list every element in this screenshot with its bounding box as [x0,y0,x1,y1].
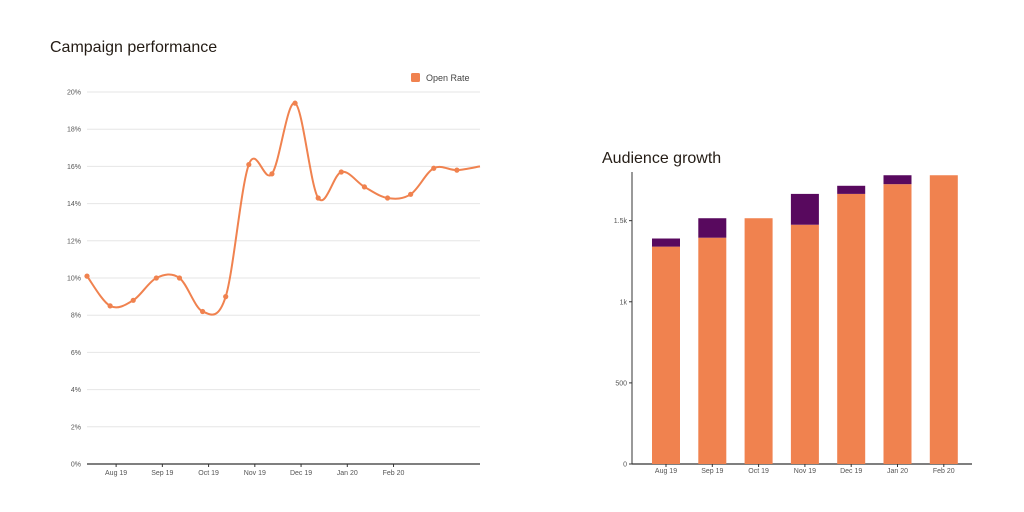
audience-growth-title: Audience growth [602,150,722,167]
x-tick-label: Nov 19 [794,468,816,475]
x-tick-label: Jan 20 [337,470,358,477]
x-tick-label: Dec 19 [290,470,312,477]
bar-base-segment [837,193,866,464]
data-point [246,161,252,168]
bar-base-segment [698,237,727,464]
data-point [84,273,90,279]
bar-base-segment [652,246,680,464]
x-tick-label: Oct 19 [748,468,769,475]
legend-swatch-open-rate [411,73,420,82]
x-tick-label: Feb 20 [383,470,405,477]
bar-top-segment [698,218,727,238]
open-rate-line [86,102,481,316]
data-point [454,167,460,173]
bar-base-segment [883,184,912,464]
x-tick-label: Aug 19 [655,468,677,475]
y-tick-label: 16% [67,164,81,171]
y-tick-label: 4% [71,387,81,394]
y-tick-label: 20% [67,90,81,97]
x-tick-label: Oct 19 [198,470,219,477]
data-point [292,100,298,106]
data-point [269,171,275,177]
data-point [431,165,437,171]
bar-top-segment [652,238,680,247]
x-tick-label: Sep 19 [701,468,723,475]
bar-base-segment [929,175,958,464]
y-tick-label: 8% [71,313,81,320]
y-tick-label: 14% [67,201,81,208]
x-tick-label: Feb 20 [933,468,955,475]
data-point [361,184,368,190]
y-tick-label: 10% [67,276,81,283]
bar-top-segment [837,185,866,194]
y-tick-label: 500 [615,380,627,387]
bar-top-segment [790,193,819,225]
x-tick-label: Jan 20 [887,468,908,475]
y-tick-label: 1k [620,299,628,306]
y-tick-label: 0% [71,462,81,469]
campaign-performance-title: Campaign performance [50,39,218,56]
y-tick-label: 12% [67,238,81,245]
y-tick-label: 2% [71,424,81,431]
y-tick-label: 0 [623,462,627,469]
bar-base-segment [790,224,819,464]
data-point [199,308,206,315]
x-tick-label: Sep 19 [151,470,173,477]
data-point [338,169,344,175]
data-point [176,275,183,281]
bar-base-segment [744,218,773,464]
data-point [223,294,229,300]
y-tick-label: 6% [71,350,81,357]
data-point [315,195,321,201]
bar-top-segment [883,175,912,185]
y-tick-label: 1.5k [614,218,628,225]
data-point [153,275,159,281]
data-point [408,191,414,197]
data-point [107,303,113,309]
data-point [130,297,136,303]
y-tick-label: 18% [67,127,81,134]
x-tick-label: Aug 19 [105,470,127,477]
legend-label-open-rate: Open Rate [426,73,470,83]
data-point [384,195,391,201]
x-tick-label: Dec 19 [840,468,862,475]
x-tick-label: Nov 19 [244,470,266,477]
